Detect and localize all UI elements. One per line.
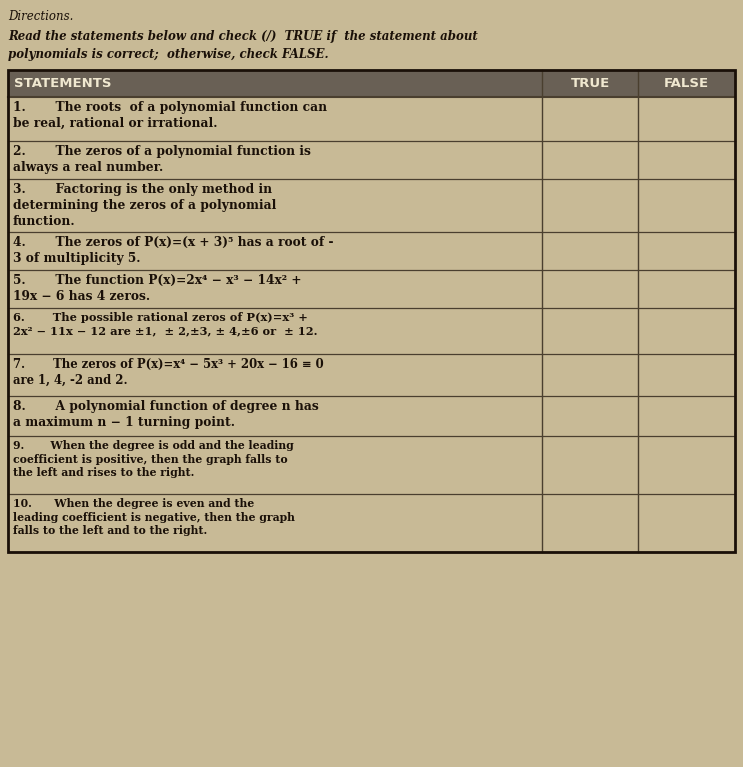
Text: 3.       Factoring is the only method in
determining the zeros of a polynomial
f: 3. Factoring is the only method in deter… (13, 183, 276, 228)
Text: Directions.: Directions. (8, 10, 74, 23)
Bar (8, 70, 735, 97)
Text: FALSE: FALSE (664, 77, 710, 90)
Text: 10.      When the degree is even and the
leading coefficient is negative, then t: 10. When the degree is even and the lead… (13, 498, 295, 536)
Text: 1.       The roots  of a polynomial function can
be real, rational or irrational: 1. The roots of a polynomial function ca… (13, 101, 327, 130)
Text: Read the statements below and check (/)  TRUE if  the statement about: Read the statements below and check (/) … (8, 30, 478, 43)
Text: STATEMENTS: STATEMENTS (14, 77, 111, 90)
Text: TRUE: TRUE (571, 77, 610, 90)
Text: 6.       The possible rational zeros of P(x)=x³ +
2x² − 11x − 12 are ±1,  ± 2,±3: 6. The possible rational zeros of P(x)=x… (13, 312, 317, 337)
Text: 4.       The zeros of P(x)=(x + 3)⁵ has a root of -
3 of multiplicity 5.: 4. The zeros of P(x)=(x + 3)⁵ has a root… (13, 236, 334, 265)
Bar (8, 70, 735, 552)
Text: 2.       The zeros of a polynomial function is
always a real number.: 2. The zeros of a polynomial function is… (13, 145, 311, 174)
Text: 9.       When the degree is odd and the leading
coefficient is positive, then th: 9. When the degree is odd and the leadin… (13, 440, 293, 479)
Bar (8, 70, 735, 552)
Text: 7.       The zeros of P(x)=x⁴ − 5x³ + 20x − 16 ≡ 0
are 1, 4, -2 and 2.: 7. The zeros of P(x)=x⁴ − 5x³ + 20x − 16… (13, 358, 324, 387)
Text: 5.       The function P(x)=2x⁴ − x³ − 14x² +
19x − 6 has 4 zeros.: 5. The function P(x)=2x⁴ − x³ − 14x² + 1… (13, 274, 302, 303)
Text: 8.       A polynomial function of degree n has
a maximum n − 1 turning point.: 8. A polynomial function of degree n has… (13, 400, 319, 429)
Text: polynomials is correct;  otherwise, check FALSE.: polynomials is correct; otherwise, check… (8, 48, 328, 61)
